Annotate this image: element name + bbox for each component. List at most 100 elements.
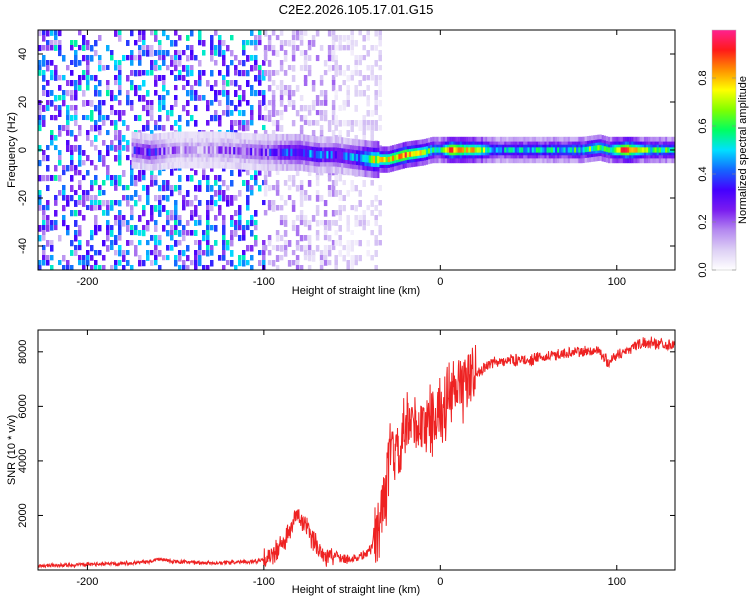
spectrogram-noise-cell: [54, 220, 58, 227]
spectrogram-noise-cell: [354, 240, 358, 246]
spectrogram-noise-cell: [170, 185, 174, 192]
spectrogram-noise-cell: [362, 220, 366, 226]
spectrogram-noise-cell: [98, 110, 102, 116]
spectrogram-ridge-cell: [588, 146, 592, 152]
spectrogram-noise-cell: [242, 235, 246, 241]
spectrogram-noise-cell: [275, 85, 280, 91]
spectrogram-ridge-cell: [529, 147, 532, 153]
spectrogram-noise-cell: [102, 65, 106, 71]
spectrogram-noise-cell: [162, 95, 166, 101]
spectrogram-noise-cell: [74, 90, 78, 96]
spectrogram-ridge-cell: [557, 147, 560, 153]
spectrogram-noise-cell: [267, 75, 272, 82]
spectrogram-noise-cell: [283, 180, 288, 186]
spectrogram-noise-cell: [210, 195, 214, 201]
spectrogram-noise-cell: [214, 240, 218, 246]
spectrogram-noise-cell: [263, 170, 268, 177]
spectrogram-noise-cell: [150, 50, 154, 57]
spectrogram-noise-cell: [307, 245, 312, 251]
spectrogram-noise-cell: [186, 90, 190, 97]
spectrogram-noise-cell: [170, 190, 174, 197]
spectrogram-noise-cell: [78, 210, 82, 216]
colorbar-label: Normalized spectral amplitude: [737, 76, 749, 224]
spectrogram-noise-cell: [246, 205, 250, 211]
spectrogram-noise-cell: [74, 40, 78, 47]
spectrogram-noise-cell: [58, 125, 62, 131]
spectrogram-noise-cell: [374, 45, 378, 51]
spectrogram-noise-cell: [267, 185, 272, 192]
spectrogram-noise-cell: [46, 215, 50, 221]
spectrogram-noise-cell: [174, 55, 178, 62]
spectrogram-ridge-cell: [137, 147, 141, 155]
spectrogram-noise-cell: [279, 125, 284, 132]
spectrogram-noise-cell: [194, 105, 198, 112]
spectrogram-noise-cell: [238, 215, 242, 222]
spectrogram-noise-cell: [86, 195, 90, 202]
spectrogram-noise-cell: [42, 35, 46, 42]
spectrogram-noise-cell: [307, 255, 312, 262]
spectrogram-noise-cell: [222, 220, 226, 226]
spectrogram-noise-cell: [263, 45, 268, 52]
spectrogram-noise-cell: [374, 265, 378, 270]
spectrogram-noise-cell: [54, 45, 58, 51]
spectrogram-noise-cell: [94, 180, 98, 186]
spectrogram-noise-cell: [54, 225, 58, 231]
spectrogram-noise-cell: [230, 250, 234, 257]
spectrogram-noise-cell: [206, 200, 210, 206]
spectrogram-ridge-cell: [339, 151, 342, 160]
spectrogram-ridge-cell: [538, 147, 541, 153]
spectrogram-noise-cell: [250, 120, 254, 126]
spectrogram-noise-cell: [54, 75, 58, 81]
spectrogram-noise-cell: [118, 220, 122, 226]
spectrogram-noise-cell: [358, 200, 362, 207]
spectrogram-noise-cell: [263, 180, 268, 186]
spectrogram-noise-cell: [138, 115, 142, 122]
spectrogram-noise-cell: [90, 75, 94, 81]
spectrogram-noise-cell: [118, 250, 122, 257]
spectrogram-noise-cell: [238, 170, 242, 177]
spectrogram-noise-cell: [182, 50, 186, 56]
spectrogram-noise-cell: [291, 50, 296, 56]
spectrogram-noise-cell: [178, 35, 182, 41]
spectrogram-noise-cell: [90, 185, 94, 192]
spectrogram-noise-cell: [242, 70, 246, 77]
spectrogram-ridge-cell: [408, 151, 412, 157]
spectrogram-noise-cell: [238, 95, 242, 102]
spectrogram-ridge-cell: [171, 146, 175, 155]
spectrogram-noise-cell: [319, 110, 324, 116]
spectrogram-noise-cell: [303, 80, 308, 87]
spectrogram-noise-cell: [70, 95, 74, 101]
spectrogram-noise-cell: [307, 120, 312, 127]
spectrogram-noise-cell: [346, 85, 350, 92]
spectrogram-ridge-cell: [237, 147, 240, 155]
spectrogram-noise-cell: [311, 100, 316, 107]
spectrogram-noise-cell: [62, 100, 66, 107]
spectrogram-noise-cell: [295, 240, 300, 247]
spectrogram-ridge-cell: [580, 147, 583, 153]
spectrogram-ridge-cell: [421, 149, 424, 156]
spectrogram-noise-cell: [206, 105, 210, 112]
spectrogram-noise-cell: [267, 35, 272, 41]
spectrogram-noise-cell: [279, 45, 284, 51]
spectrogram-noise-cell: [62, 220, 66, 227]
spectrogram-noise-cell: [346, 40, 350, 46]
spectrogram-noise-cell: [154, 245, 158, 251]
spectrogram-noise-cell: [378, 115, 382, 121]
spectrogram-noise-cell: [154, 220, 158, 226]
spectrogram-noise-cell: [279, 235, 284, 242]
spectrogram-noise-cell: [182, 250, 186, 257]
spectrogram-noise-cell: [334, 120, 338, 127]
spectrogram-noise-cell: [78, 260, 82, 266]
spectrogram-noise-cell: [366, 85, 370, 91]
spectrogram-noise-cell: [70, 40, 74, 46]
spectrogram-noise-cell: [174, 230, 178, 236]
spectrogram-noise-cell: [70, 175, 74, 182]
spectrogram-noise-cell: [118, 60, 122, 66]
spectrogram-noise-cell: [271, 100, 276, 107]
spectrogram-noise-cell: [142, 40, 146, 46]
spectrogram-noise-cell: [263, 105, 268, 111]
spectrogram-noise-cell: [323, 235, 328, 241]
spectrogram-noise-cell: [154, 250, 158, 256]
spectrogram-noise-cell: [267, 170, 272, 177]
spectrogram-noise-cell: [118, 115, 122, 122]
